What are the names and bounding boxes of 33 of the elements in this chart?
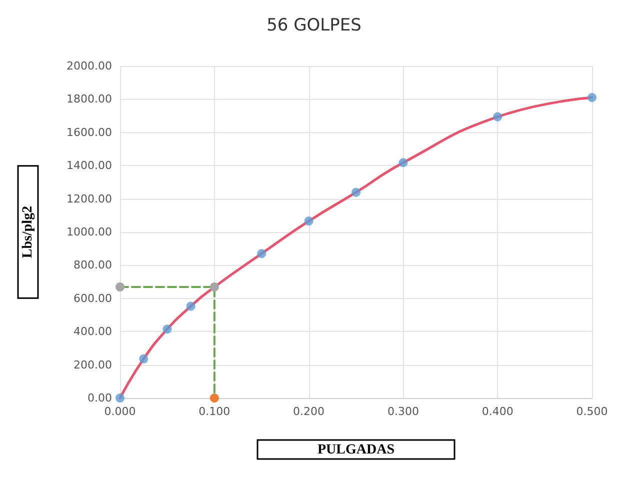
y-tick-label: 0.00 [88,392,112,404]
x-tick-label: 0.500 [576,405,608,418]
x-tick-label: 0.100 [198,405,230,418]
point [210,394,219,402]
point [304,216,314,226]
y-tick-label: 2000.00 [66,60,112,72]
point [588,93,596,102]
point [398,158,408,168]
point [139,354,148,364]
y-tick-label: 1800.00 [66,92,112,106]
chart-title: 56 GOLPES [266,16,362,36]
point [352,188,360,197]
y-tick-label: 600.00 [74,292,112,305]
point [116,394,124,402]
x-tick-label: 0.200 [293,405,325,418]
point [186,302,196,311]
y-tick-label: 1000.00 [66,226,112,238]
y-tick-label: 200.00 [74,358,112,372]
y-tick-label: 400.00 [74,325,112,338]
x-tick-label: 0.300 [387,405,419,418]
y-tick-label: 800.00 [74,258,112,272]
x-axis-title: PULGADAS [317,442,395,458]
point [116,282,124,292]
point [162,324,172,334]
y-axis-title: Lbs/plg2 [20,206,36,258]
y-tick-label: 1200.00 [66,192,112,206]
x-tick-label: 0.400 [482,405,514,418]
point [493,112,502,122]
y-tick-label: 1400.00 [66,159,112,172]
point [257,249,266,258]
point [210,282,219,292]
x-tick-label: 0.000 [104,405,136,418]
y-tick-label: 1600.00 [66,126,112,139]
